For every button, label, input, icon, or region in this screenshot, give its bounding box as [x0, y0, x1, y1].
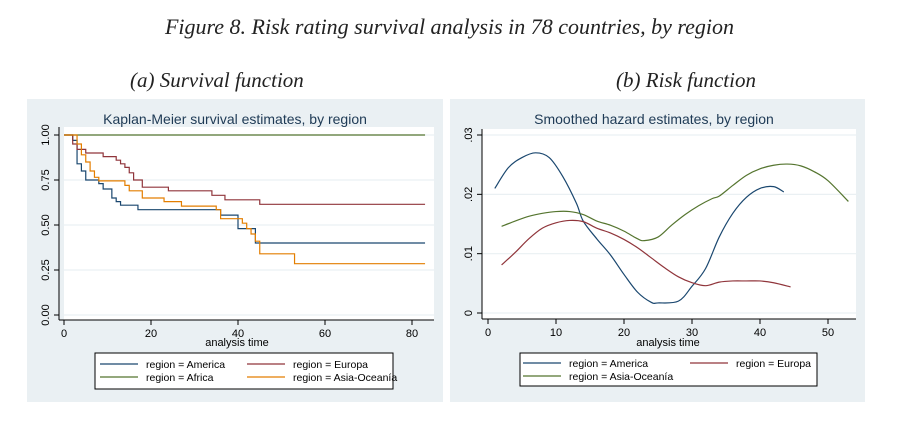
km-y-tick-label: 0.50 [40, 214, 52, 235]
subtitle-risk-function: (b) Risk function [616, 68, 756, 92]
hz-series-asia-ocean-a [501, 163, 849, 242]
km-x-axis-label: analysis time [205, 337, 269, 349]
hazard-legend-box [519, 352, 818, 387]
km-y-tick-label: 0.00 [40, 304, 52, 325]
panel-hazard: Smoothed hazard estimates, by region 0 .0… [450, 99, 865, 402]
hz-x-tick-label: 40 [754, 327, 766, 339]
km-series-america [64, 134, 426, 244]
km-legend-label: region = America [146, 359, 225, 371]
hz-y-tick-label: .03 [463, 127, 475, 142]
km-series-asia-ocean-a [64, 134, 426, 265]
km-y-tick-label: 0.25 [40, 259, 52, 280]
km-legend-label: region = Europa [293, 359, 368, 371]
km-y-tick-label: 0.75 [40, 169, 52, 190]
hazard-x-axis-label: analysis time [636, 337, 700, 349]
hazard-chart-title: Smoothed hazard estimates, by region [534, 111, 774, 127]
hz-legend-label: region = America [569, 358, 648, 370]
figure-title: Figure 8. Risk rating survival analysis … [164, 14, 735, 39]
hazard-plot-area [482, 129, 856, 319]
hz-x-tick-label: 20 [618, 327, 630, 339]
hz-legend-label: region = Europa [736, 358, 811, 370]
km-x-tick-label: 40 [232, 328, 244, 340]
hz-series-europa [501, 219, 791, 288]
km-legend-label: region = Africa [146, 372, 214, 384]
hazard-legend: region = America region = Europa region = … [519, 352, 818, 387]
hz-x-tick-label: 50 [822, 327, 834, 339]
km-series-europa [64, 134, 426, 205]
hz-y-tick-label: .02 [463, 187, 475, 202]
km-x-tick-label: 0 [61, 328, 67, 340]
subtitle-survival-function: (a) Survival function [130, 68, 304, 92]
hz-series-america [494, 152, 785, 304]
km-x-tick-label: 20 [145, 328, 157, 340]
hz-legend-label: region = Asia-Oceanía [569, 371, 673, 383]
km-chart-title: Kaplan-Meier survival estimates, by regi… [103, 111, 367, 127]
hz-x-tick-label: 0 [485, 327, 491, 339]
km-x-tick-label: 80 [406, 328, 418, 340]
km-chart: Kaplan-Meier survival estimates, by regi… [40, 111, 434, 390]
km-legend-box [94, 352, 394, 390]
hz-y-tick-label: .01 [463, 246, 475, 261]
hazard-chart: Smoothed hazard estimates, by region 0 .0… [463, 111, 856, 387]
hz-x-tick-label: 10 [550, 327, 562, 339]
hz-x-tick-label: 30 [686, 327, 698, 339]
km-plot-area [64, 127, 434, 320]
km-x-tick-label: 60 [319, 328, 331, 340]
km-y-tick-label: 1.00 [40, 124, 52, 145]
panel-survival: Kaplan-Meier survival estimates, by regi… [27, 99, 443, 402]
hz-y-tick-label: 0 [463, 310, 475, 316]
km-legend-label: region = Asia-Oceanía [293, 372, 397, 384]
